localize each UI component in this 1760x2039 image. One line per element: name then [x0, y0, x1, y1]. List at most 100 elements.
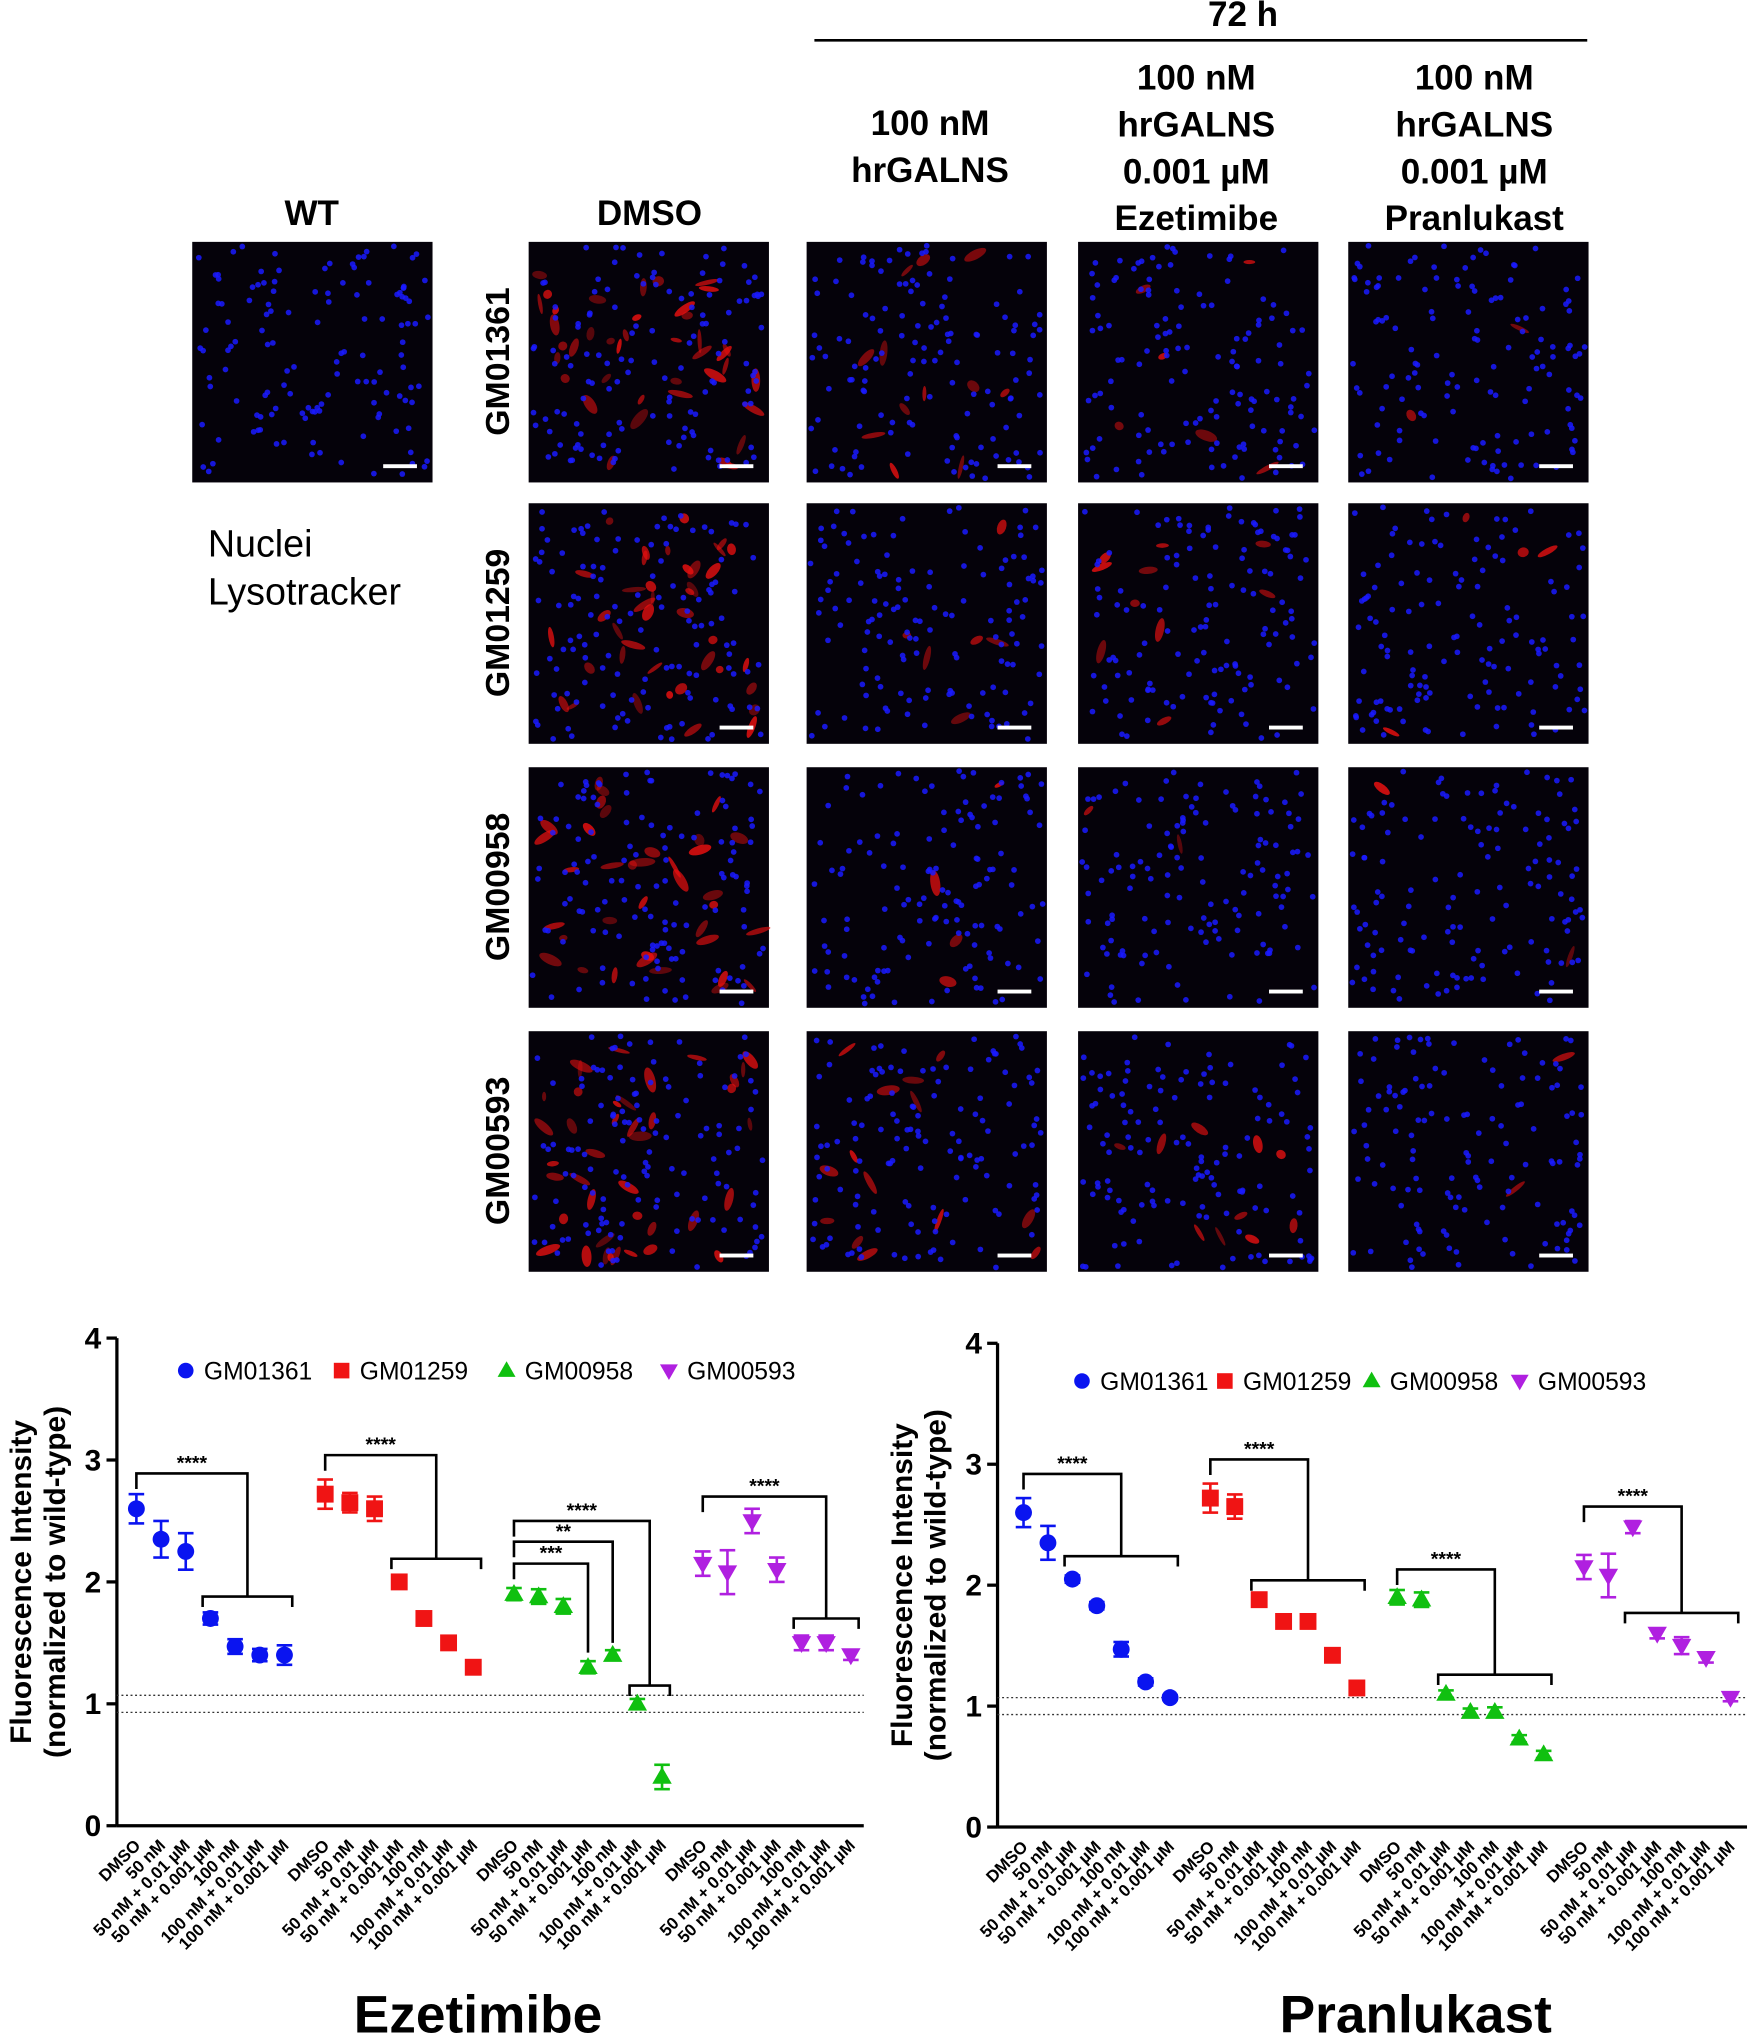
nucleus: [1566, 387, 1572, 393]
nucleus: [1127, 1108, 1134, 1115]
nucleus: [972, 975, 978, 982]
lysotracker-signal: [851, 1235, 864, 1249]
nucleus: [1208, 302, 1215, 309]
nucleus: [1288, 608, 1295, 615]
nucleus: [1153, 949, 1160, 956]
nucleus: [560, 646, 567, 653]
nucleus: [199, 421, 206, 428]
nucleus: [1374, 422, 1381, 428]
y-axis-label: (normalized to wild-type): [39, 1406, 72, 1758]
nucleus: [701, 524, 708, 530]
nucleus: [1546, 874, 1553, 880]
nucleus: [1167, 261, 1174, 268]
nucleus: [949, 1130, 956, 1137]
nucleus: [869, 993, 876, 1000]
nucleus: [1005, 457, 1012, 463]
nucleus: [1503, 902, 1509, 909]
column-header: Pranlukast: [1385, 199, 1565, 238]
nucleus: [1476, 1184, 1483, 1191]
nucleus: [943, 1064, 950, 1071]
nucleus: [1576, 1155, 1583, 1162]
nucleus: [1117, 257, 1123, 264]
scale-bar: [719, 1253, 754, 1258]
nucleus: [687, 409, 694, 415]
legend-label: GM01259: [1243, 1369, 1351, 1396]
nucleus: [920, 1067, 926, 1074]
lysotracker-signal: [628, 1131, 652, 1142]
nucleus: [1159, 1074, 1166, 1080]
nucleus: [1192, 809, 1199, 816]
nucleus: [1206, 1094, 1213, 1101]
nucleus: [1198, 1154, 1205, 1161]
lysotracker-signal: [687, 1054, 707, 1061]
nucleus: [1310, 706, 1317, 712]
y-tick-label: 1: [965, 1690, 982, 1723]
lysotracker-signal: [934, 1208, 944, 1233]
nucleus: [679, 948, 686, 955]
micrograph: [528, 503, 769, 744]
nucleus: [1579, 914, 1586, 921]
nucleus: [1285, 886, 1291, 893]
scale-bar: [997, 464, 1032, 469]
micrograph-background: [806, 241, 1047, 483]
nucleus: [1429, 474, 1436, 481]
lysotracker-signal: [632, 314, 642, 321]
nucleus: [690, 333, 697, 340]
nucleus: [1296, 1209, 1303, 1216]
nucleus: [633, 323, 639, 329]
nucleus: [1013, 377, 1019, 383]
nucleus: [854, 1193, 861, 1200]
data-point: [1348, 1679, 1366, 1697]
lysotracker-signal: [599, 805, 612, 818]
nucleus: [1108, 868, 1115, 874]
nucleus: [1568, 896, 1575, 903]
nucleus: [1092, 392, 1098, 399]
nucleus: [309, 408, 316, 415]
nucleus: [599, 703, 606, 709]
nucleus: [1255, 529, 1261, 536]
nucleus: [1100, 1140, 1106, 1147]
nucleus: [697, 1072, 704, 1079]
nucleus: [1144, 717, 1151, 724]
nucleus: [268, 308, 274, 314]
nucleus: [1542, 646, 1549, 652]
nucleus: [981, 803, 987, 809]
legend-marker: [1074, 1373, 1090, 1389]
nucleus: [560, 938, 566, 945]
nucleus: [612, 1121, 618, 1128]
nucleus: [598, 1102, 604, 1109]
lysotracker-signal: [568, 338, 579, 357]
nucleus: [1079, 1263, 1086, 1270]
nucleus: [371, 470, 377, 477]
nucleus: [1223, 789, 1229, 795]
nucleus: [562, 869, 568, 876]
nucleus: [1229, 952, 1235, 958]
nucleus: [1572, 1258, 1578, 1264]
nucleus: [1207, 1064, 1214, 1071]
nucleus: [1518, 462, 1524, 468]
nucleus: [1527, 679, 1534, 685]
data-point: [127, 1500, 145, 1518]
nucleus: [636, 1116, 643, 1123]
data-point: [341, 1494, 359, 1512]
nucleus: [1361, 976, 1368, 983]
nucleus: [1283, 1118, 1290, 1125]
nucleus: [989, 401, 996, 408]
nucleus: [653, 646, 660, 653]
nucleus: [1032, 524, 1039, 531]
nucleus: [926, 836, 933, 842]
nucleus: [203, 327, 209, 333]
nucleus: [1165, 919, 1171, 926]
scale-bar: [1539, 725, 1573, 730]
nucleus: [1039, 567, 1045, 574]
nucleus: [887, 429, 894, 436]
nucleus: [1109, 912, 1115, 919]
nucleus: [825, 587, 831, 594]
nucleus: [727, 703, 734, 709]
nucleus: [333, 359, 340, 365]
micrograph-background: [1348, 767, 1589, 1008]
nucleus: [1214, 440, 1220, 447]
nucleus: [832, 605, 839, 612]
lysotracker-signal: [741, 1062, 746, 1078]
nucleus: [206, 374, 213, 381]
